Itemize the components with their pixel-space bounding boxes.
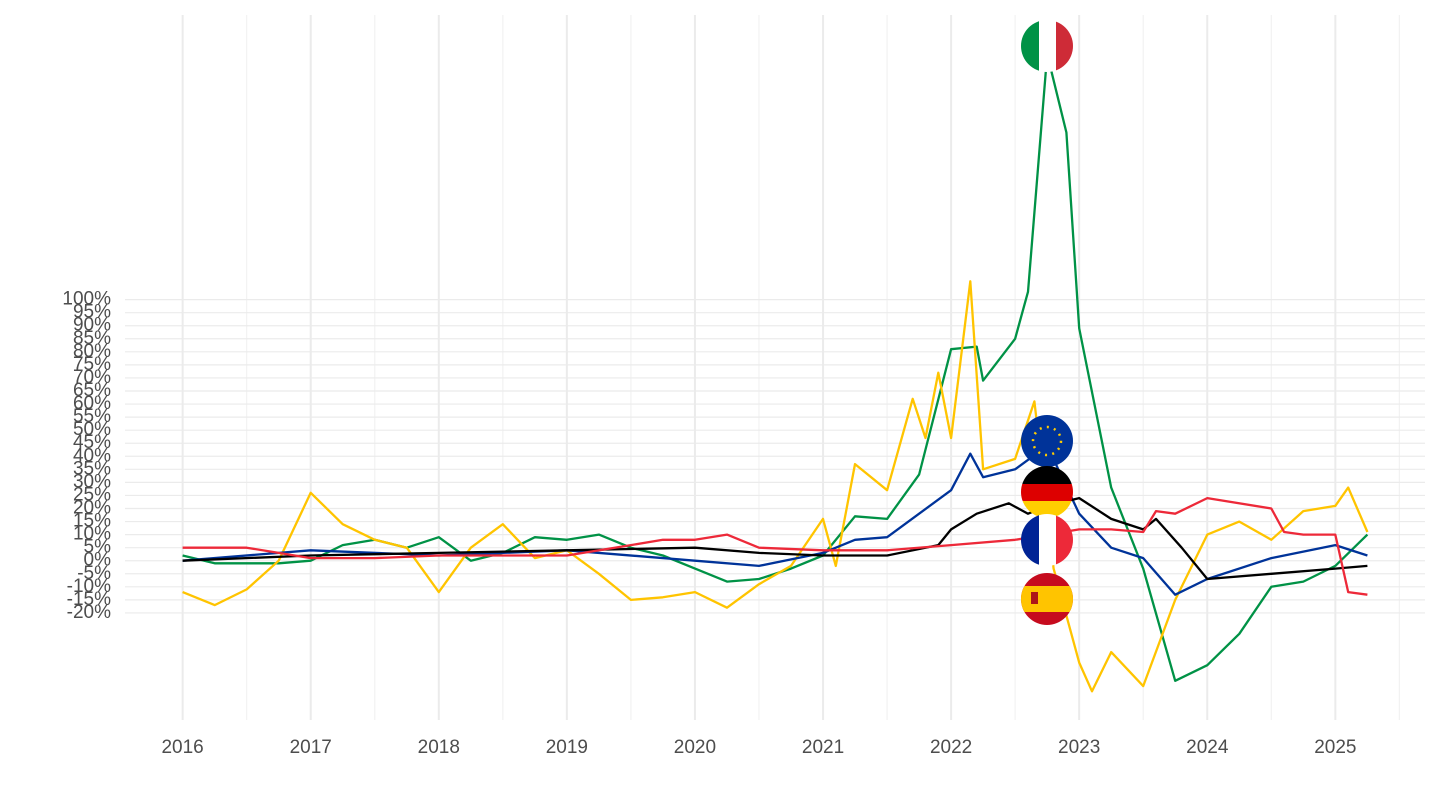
y-tick-label: 65% [73, 380, 111, 401]
y-tick-label: 50% [73, 419, 111, 440]
x-tick-label: 2021 [802, 737, 844, 758]
y-tick-label: -5% [77, 563, 111, 584]
flag-germany [1021, 466, 1073, 518]
y-tick-label: 75% [73, 354, 111, 375]
flags [1021, 20, 1073, 625]
x-tick-label: 2024 [1186, 737, 1229, 758]
flag-spain [1021, 573, 1073, 625]
flag-italy [1021, 20, 1073, 72]
y-tick-label: 60% [73, 393, 111, 414]
y-tick-label: -15% [67, 589, 111, 610]
x-tick-label: 2019 [546, 737, 588, 758]
series-line [182, 444, 1368, 596]
y-tick-label: 30% [73, 471, 111, 492]
y-tick-label: 40% [73, 445, 111, 466]
series-line [182, 280, 1369, 693]
y-tick-label: 90% [73, 315, 111, 336]
y-tick-label: 5% [84, 537, 112, 558]
x-tick-label: 2018 [418, 737, 460, 758]
y-tick-label: 15% [73, 511, 111, 532]
flag-france [1021, 514, 1073, 566]
y-tick-label: 45% [73, 432, 111, 453]
y-tick-label: 35% [73, 458, 111, 479]
y-tick-label: 95% [73, 302, 111, 323]
series-line [182, 496, 1368, 581]
x-tick-label: 2023 [1058, 737, 1100, 758]
y-tick-label: -20% [67, 602, 111, 623]
flag-eu [1021, 415, 1073, 467]
y-tick-label: 20% [73, 498, 111, 519]
series-line [182, 496, 1368, 596]
y-tick-label: 100% [62, 289, 111, 310]
y-tick-label: 0% [84, 550, 112, 571]
y-tick-label: 25% [73, 484, 111, 505]
y-tick-label: -10% [67, 576, 111, 597]
x-tick-label: 2025 [1314, 737, 1356, 758]
x-tick-label: 2022 [930, 737, 972, 758]
x-tick-label: 2020 [674, 737, 716, 758]
y-tick-label: 55% [73, 406, 111, 427]
x-tick-label: 2017 [290, 737, 332, 758]
y-tick-label: 80% [73, 341, 111, 362]
grid [125, 15, 1425, 720]
lines [182, 53, 1369, 693]
y-tick-label: 70% [73, 367, 111, 388]
y-tick-label: 10% [73, 524, 111, 545]
x-tick-label: 2016 [161, 737, 203, 758]
labels: 2016 2017 2018 2019 2020 2021 2022 2023 2024 2025… [62, 289, 1356, 758]
y-tick-label: 85% [73, 328, 111, 349]
